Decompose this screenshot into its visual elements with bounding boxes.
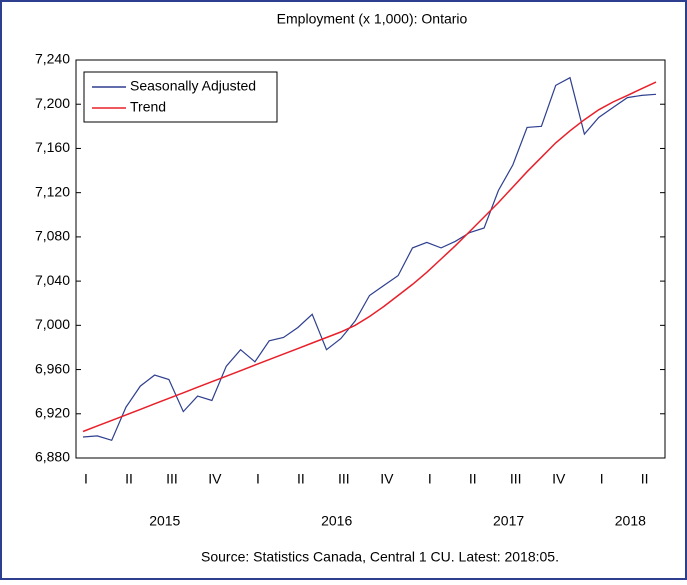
year-label: 2018 bbox=[615, 513, 646, 529]
x-tick-label: IV bbox=[208, 471, 222, 487]
x-tick-label: IV bbox=[380, 471, 394, 487]
y-tick-label: 7,000 bbox=[35, 316, 70, 332]
y-tick-label: 7,040 bbox=[35, 272, 70, 288]
chart-title: Employment (x 1,000): Ontario bbox=[277, 11, 468, 27]
series-line bbox=[82, 81, 657, 433]
x-tick-label: II bbox=[297, 471, 305, 487]
x-tick-label: III bbox=[510, 471, 522, 487]
x-tick-label: II bbox=[469, 471, 477, 487]
x-tick-label: III bbox=[338, 471, 350, 487]
y-tick-label: 6,960 bbox=[35, 360, 70, 376]
year-label: 2017 bbox=[493, 513, 524, 529]
legend-label: Seasonally Adjusted bbox=[130, 78, 256, 94]
x-tick-label: I bbox=[256, 471, 260, 487]
legend-label: Trend bbox=[130, 99, 166, 115]
y-tick-label: 7,240 bbox=[35, 51, 70, 67]
y-tick-label: 7,120 bbox=[35, 183, 70, 199]
y-tick-label: 6,880 bbox=[35, 449, 70, 465]
x-tick-label: II bbox=[641, 471, 649, 487]
y-tick-label: 7,080 bbox=[35, 228, 70, 244]
x-tick-label: I bbox=[600, 471, 604, 487]
legend-box bbox=[83, 71, 278, 123]
x-tick-label: III bbox=[166, 471, 178, 487]
x-tick-label: I bbox=[428, 471, 432, 487]
series-line bbox=[82, 76, 657, 442]
x-tick-label: IV bbox=[552, 471, 566, 487]
source: Source: Statistics Canada, Central 1 CU.… bbox=[201, 549, 559, 565]
y-tick-label: 7,160 bbox=[35, 139, 70, 155]
year-label: 2016 bbox=[321, 513, 352, 529]
plot-frame bbox=[75, 59, 666, 459]
y-tick-label: 6,920 bbox=[35, 404, 70, 420]
x-tick-label: II bbox=[125, 471, 133, 487]
y-tick-label: 7,200 bbox=[35, 95, 70, 111]
x-tick-label: I bbox=[84, 471, 88, 487]
year-label: 2015 bbox=[149, 513, 180, 529]
